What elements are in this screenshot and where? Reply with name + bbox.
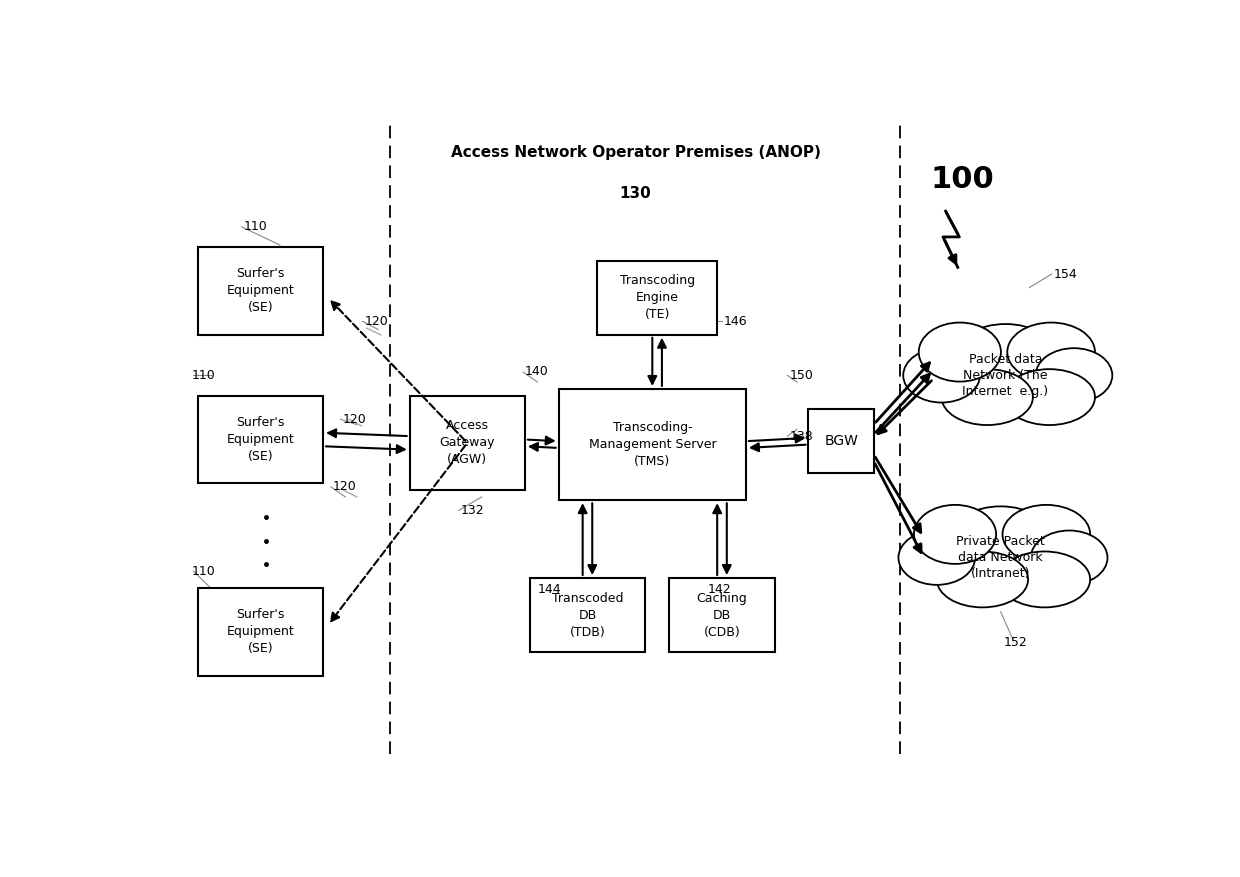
Text: Surfer's
Equipment
(SE): Surfer's Equipment (SE) (227, 416, 295, 463)
Ellipse shape (951, 506, 1050, 568)
Text: Caching
DB
(CDB): Caching DB (CDB) (697, 592, 748, 638)
FancyBboxPatch shape (808, 409, 874, 474)
Text: BGW: BGW (825, 434, 858, 448)
Text: 120: 120 (332, 481, 357, 493)
Text: Transcoding
Engine
(TE): Transcoding Engine (TE) (620, 275, 694, 321)
Text: Packet data
Network (The
Internet  e.g.): Packet data Network (The Internet e.g.) (962, 353, 1049, 398)
FancyBboxPatch shape (596, 260, 717, 335)
Ellipse shape (936, 552, 1028, 608)
Text: 110: 110 (243, 220, 267, 233)
Ellipse shape (914, 505, 996, 564)
Text: 150: 150 (789, 369, 813, 381)
Ellipse shape (999, 552, 1090, 608)
Text: 140: 140 (525, 366, 549, 379)
Ellipse shape (941, 369, 1033, 425)
Text: 120: 120 (365, 315, 388, 328)
Text: 138: 138 (789, 430, 813, 443)
Text: 110: 110 (191, 565, 216, 578)
Ellipse shape (1035, 348, 1112, 403)
Text: 130: 130 (620, 186, 651, 201)
Ellipse shape (899, 531, 975, 585)
Ellipse shape (1007, 323, 1095, 381)
Text: 100: 100 (930, 165, 994, 194)
Text: Access Network Operator Premises (ANOP): Access Network Operator Premises (ANOP) (450, 145, 821, 160)
FancyBboxPatch shape (558, 389, 746, 500)
FancyBboxPatch shape (198, 396, 324, 483)
Ellipse shape (1030, 531, 1107, 585)
FancyBboxPatch shape (670, 578, 775, 652)
Text: Surfer's
Equipment
(SE): Surfer's Equipment (SE) (227, 609, 295, 655)
FancyBboxPatch shape (198, 247, 324, 335)
Text: Surfer's
Equipment
(SE): Surfer's Equipment (SE) (227, 267, 295, 315)
Ellipse shape (1003, 369, 1095, 425)
Ellipse shape (955, 324, 1055, 386)
FancyBboxPatch shape (529, 578, 645, 652)
Text: 132: 132 (460, 504, 485, 517)
Ellipse shape (919, 323, 1001, 381)
Text: Access
Gateway
(AGW): Access Gateway (AGW) (439, 419, 495, 467)
Text: Private Packet
data Network
(Intranet): Private Packet data Network (Intranet) (956, 535, 1045, 581)
Text: 154: 154 (1054, 267, 1078, 281)
Text: 144: 144 (537, 583, 562, 596)
Text: Transcoding-
Management Server
(TMS): Transcoding- Management Server (TMS) (589, 421, 717, 468)
Text: 152: 152 (1003, 636, 1027, 649)
Text: 110: 110 (191, 369, 216, 381)
Text: 120: 120 (342, 413, 366, 425)
Text: Transcoded
DB
(TDB): Transcoded DB (TDB) (552, 592, 624, 638)
Ellipse shape (1002, 505, 1090, 564)
FancyBboxPatch shape (409, 396, 525, 490)
Ellipse shape (903, 348, 980, 403)
Text: 146: 146 (724, 315, 748, 328)
Text: 142: 142 (708, 583, 732, 596)
FancyBboxPatch shape (198, 588, 324, 676)
